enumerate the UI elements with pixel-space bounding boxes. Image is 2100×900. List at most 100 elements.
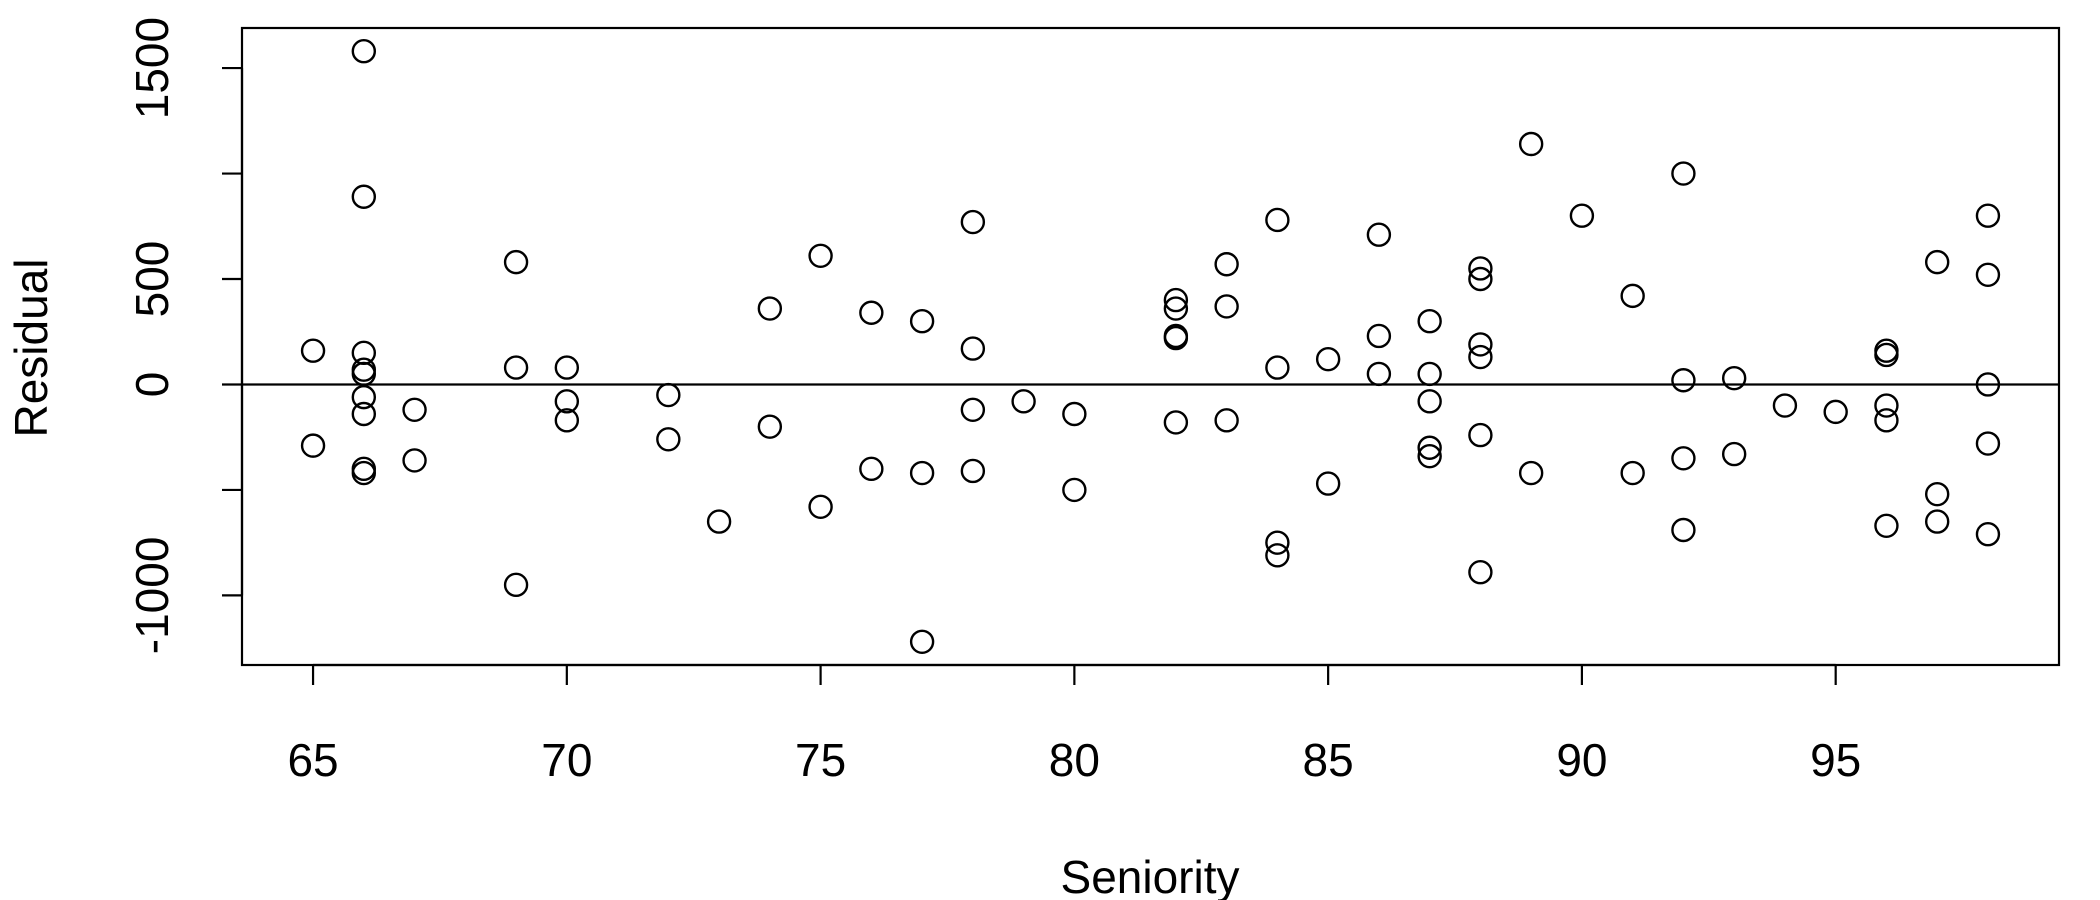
y-axis: -1000 0 500 1500 (126, 17, 244, 655)
data-point (1062, 477, 1087, 503)
data-point (1214, 294, 1239, 319)
data-points (300, 39, 2001, 654)
data-point (909, 629, 935, 654)
data-point (402, 448, 427, 473)
data-point (1924, 509, 1950, 534)
data-point (757, 414, 783, 439)
data-point (1671, 517, 1696, 543)
data-point (1417, 389, 1442, 414)
data-point (351, 384, 377, 410)
data-point (1874, 408, 1899, 433)
data-point (1163, 296, 1189, 321)
data-point (554, 355, 580, 380)
data-point (1163, 325, 1189, 351)
data-point (1468, 266, 1493, 292)
x-tick-label: 70 (541, 734, 592, 786)
data-point (1062, 401, 1087, 427)
x-tick-label: 80 (1049, 734, 1100, 786)
data-point (503, 572, 529, 598)
y-axis-label: Residual (5, 259, 57, 438)
data-point (706, 509, 732, 534)
data-point (503, 355, 529, 380)
y-tick-label: -1000 (126, 537, 178, 655)
data-point (1975, 522, 2001, 547)
data-point (909, 308, 935, 334)
x-tick-label: 65 (287, 734, 338, 786)
data-point (859, 300, 884, 325)
data-point (1417, 443, 1442, 469)
data-point (656, 427, 681, 452)
data-point (1265, 355, 1290, 380)
data-point (1468, 422, 1493, 448)
data-point (1721, 365, 1747, 391)
data-point (1214, 408, 1239, 433)
data-point (1924, 481, 1950, 507)
data-point (757, 296, 783, 321)
data-point (351, 184, 377, 209)
y-tick-label: 0 (126, 372, 178, 398)
data-point (1417, 435, 1442, 460)
data-point (351, 460, 377, 486)
data-point (1417, 308, 1442, 334)
data-point (960, 458, 986, 484)
data-point (1468, 256, 1493, 281)
data-point (1468, 559, 1493, 585)
data-point (554, 408, 580, 433)
data-point (1975, 372, 2001, 397)
x-axis: 65 70 75 80 85 90 95 (287, 663, 1861, 786)
x-tick-label: 85 (1303, 734, 1354, 786)
data-point (1315, 346, 1341, 372)
data-point (1874, 513, 1899, 538)
data-point (960, 336, 986, 361)
data-point (1468, 332, 1493, 357)
data-point (808, 243, 833, 269)
x-tick-label: 95 (1810, 734, 1861, 786)
data-point (859, 456, 884, 482)
data-point (503, 249, 529, 275)
y-tick-label: 500 (126, 241, 178, 318)
data-point (1975, 431, 2001, 456)
data-point (1721, 441, 1747, 467)
data-point (1671, 161, 1696, 186)
data-point (1265, 207, 1290, 233)
data-point (1620, 460, 1645, 486)
data-point (1518, 131, 1544, 157)
data-point (1975, 203, 2001, 228)
x-tick-label: 75 (795, 734, 846, 786)
data-point (1011, 389, 1036, 414)
data-point (1620, 283, 1645, 309)
data-point (1214, 252, 1239, 277)
data-point (402, 397, 427, 422)
data-point (1366, 323, 1392, 349)
data-point (1468, 344, 1493, 370)
data-point (300, 338, 326, 363)
data-point (300, 433, 326, 458)
data-point (808, 494, 833, 520)
data-point (1265, 543, 1290, 568)
data-point (960, 397, 986, 422)
data-point (1163, 287, 1189, 313)
data-point (1569, 203, 1595, 228)
x-tick-label: 90 (1556, 734, 1607, 786)
data-point (1518, 460, 1544, 486)
data-point (351, 39, 377, 64)
data-point (1823, 399, 1848, 425)
y-tick-label: 1500 (126, 17, 178, 119)
data-point (1417, 361, 1442, 387)
data-point (1975, 262, 2001, 287)
data-point (1924, 249, 1950, 275)
data-point (1315, 471, 1341, 496)
data-point (909, 460, 935, 486)
plot-frame (240, 26, 2061, 667)
data-point (351, 401, 377, 427)
data-point (1366, 222, 1392, 247)
data-point (1163, 410, 1189, 435)
data-point (1671, 368, 1696, 393)
data-point (1874, 393, 1899, 418)
x-axis-label: Seniority (1061, 851, 1240, 900)
data-point (1265, 530, 1290, 555)
data-point (656, 382, 681, 408)
data-point (1366, 361, 1392, 387)
data-point (1874, 342, 1899, 368)
